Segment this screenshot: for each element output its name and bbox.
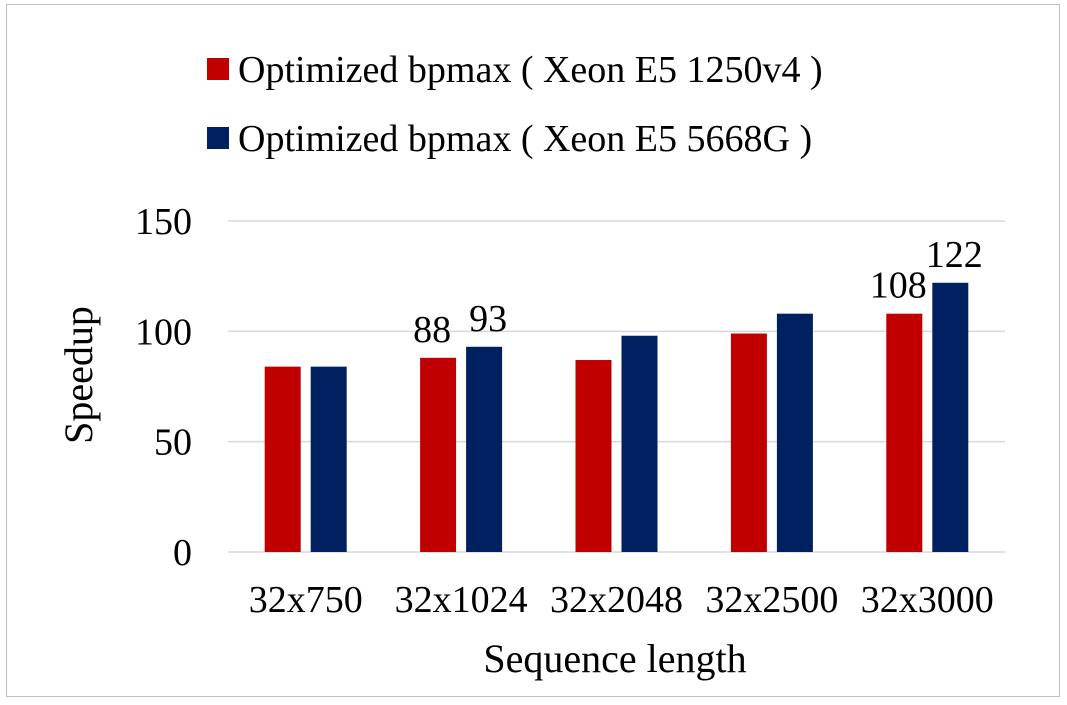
bar-32x2048-series-2 bbox=[621, 335, 658, 552]
x-tick-label-32x1024: 32x1024 bbox=[395, 579, 528, 621]
y-tick-label-150: 150 bbox=[135, 201, 192, 243]
legend-label-2: Optimized bpmax ( Xeon E5 5668G ) bbox=[238, 118, 812, 160]
bar-32x2500-series-1 bbox=[730, 333, 767, 552]
bar-32x3000-series-1 bbox=[886, 313, 923, 552]
y-tick-label-0: 0 bbox=[173, 532, 192, 574]
y-tick-label-50: 50 bbox=[154, 422, 192, 464]
legend: Optimized bpmax ( Xeon E5 1250v4 ) Optimi… bbox=[207, 49, 823, 160]
y-tick-label-100: 100 bbox=[135, 311, 192, 353]
bar-32x1024-series-1 bbox=[420, 357, 457, 552]
data-label-32x3000-series-1: 108 bbox=[870, 265, 927, 307]
gridlines bbox=[228, 220, 1005, 553]
legend-label-1: Optimized bpmax ( Xeon E5 1250v4 ) bbox=[238, 49, 823, 91]
data-label-32x1024-series-2: 93 bbox=[469, 298, 507, 340]
bar-32x2500-series-2 bbox=[776, 313, 813, 552]
x-axis-ticks: 32x750 32x1024 32x2048 32x2500 32x3000 bbox=[249, 579, 994, 621]
y-axis-ticks: 0 50 100 150 bbox=[135, 201, 192, 574]
x-tick-label-32x2048: 32x2048 bbox=[550, 579, 683, 621]
bar-32x2048-series-1 bbox=[575, 360, 612, 552]
bar-32x750-series-1 bbox=[264, 366, 301, 552]
y-axis-title: Speedup bbox=[56, 306, 101, 444]
x-tick-label-32x2500: 32x2500 bbox=[705, 579, 838, 621]
bar-32x3000-series-2 bbox=[932, 282, 969, 552]
bar-32x1024-series-2 bbox=[466, 346, 503, 552]
x-tick-label-32x3000: 32x3000 bbox=[861, 579, 994, 621]
data-label-32x3000-series-2: 122 bbox=[926, 234, 983, 276]
x-tick-label-32x750: 32x750 bbox=[249, 579, 363, 621]
data-label-32x1024-series-1: 88 bbox=[413, 309, 451, 351]
chart-frame bbox=[6, 4, 1060, 697]
legend-swatch-1 bbox=[207, 58, 229, 80]
x-axis-title: Sequence length bbox=[483, 636, 746, 681]
legend-swatch-2 bbox=[207, 127, 229, 149]
bar-32x750-series-2 bbox=[310, 366, 347, 552]
bars bbox=[264, 282, 969, 552]
